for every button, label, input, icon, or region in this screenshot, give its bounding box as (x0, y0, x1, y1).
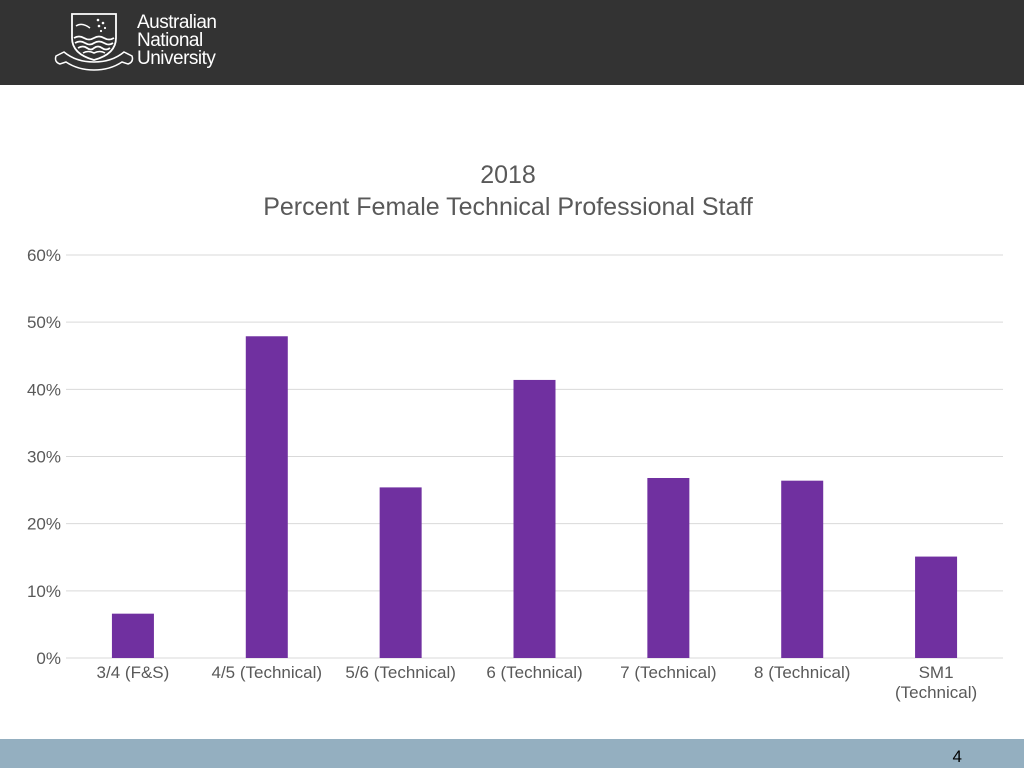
y-tick-label: 30% (27, 448, 61, 467)
brand-wordmark: Australian National University (137, 12, 217, 69)
header-bar: Australian National University (0, 0, 1024, 85)
x-tick-label: 5/6 (Technical) (345, 663, 456, 682)
brand-line-3: University (137, 48, 216, 69)
anu-crest-logo (54, 13, 134, 71)
page-number: 4 (952, 747, 962, 766)
bar (513, 379, 556, 658)
bar (781, 480, 824, 658)
x-tick-label: 8 (Technical) (754, 663, 850, 682)
x-tick-label: 7 (Technical) (620, 663, 716, 682)
x-tick-label: 6 (Technical) (486, 663, 582, 682)
bar (915, 556, 958, 658)
bar (111, 613, 154, 658)
y-tick-label: 0% (36, 649, 61, 668)
x-tick-label: SM1 (919, 663, 954, 682)
x-tick-label: 3/4 (F&S) (97, 663, 170, 682)
y-tick-label: 20% (27, 515, 61, 534)
bar-chart: 0% 10% 20% 30% 40% 50% 60% 3/4 (F&S) 4/5 (Techni… (27, 246, 1003, 702)
brand-line-1: Australian (137, 12, 217, 33)
y-tick-label: 50% (27, 313, 61, 332)
chart-title-line-1: 2018 (480, 161, 536, 189)
y-tick-label: 60% (27, 246, 61, 265)
bar (647, 477, 690, 658)
bar (245, 336, 288, 658)
brand-line-2: National (137, 30, 203, 51)
footer-bar: 4 (0, 739, 1024, 768)
chart-title-line-2: Percent Female Technical Professional St… (263, 193, 753, 221)
y-tick-label: 40% (27, 380, 61, 399)
x-tick-label: 4/5 (Technical) (212, 663, 323, 682)
y-tick-label: 10% (27, 582, 61, 601)
x-tick-label: (Technical) (895, 683, 977, 702)
bar (379, 487, 422, 658)
